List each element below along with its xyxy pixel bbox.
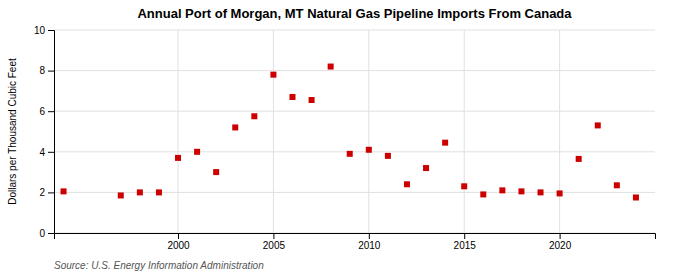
x-tick: 2015 xyxy=(454,233,477,251)
point xyxy=(480,191,486,197)
annotation: Source: U.S. Energy Information Administ… xyxy=(54,260,264,271)
x-tick-mark xyxy=(464,233,465,239)
point xyxy=(175,155,181,161)
point xyxy=(328,64,334,70)
y-tick-mark xyxy=(48,30,54,31)
y-tick-label: 6 xyxy=(39,106,45,117)
point xyxy=(404,181,410,187)
y-tick-label: 2 xyxy=(39,187,45,198)
y-tick: 10 xyxy=(34,25,54,36)
x-axis: 2000 2005 2010 2015 2020 xyxy=(55,233,656,251)
x-tick: 2020 xyxy=(549,233,572,251)
x-tick-mark xyxy=(369,233,370,239)
chart-container: 2000 2005 2010 2015 2020 0 2 4 6 8 10 Annual Port o… xyxy=(0,0,675,275)
x-axis-line xyxy=(55,234,656,240)
point xyxy=(118,192,124,198)
grid-line-x xyxy=(273,30,274,233)
x-tick-label: 2000 xyxy=(167,240,190,251)
grid-line-y xyxy=(54,30,655,31)
y-tick-mark xyxy=(48,192,54,193)
x-tick: 2010 xyxy=(358,233,381,251)
y-tick-mark xyxy=(48,111,54,112)
x-tick-label: 2020 xyxy=(549,240,572,251)
point xyxy=(213,169,219,175)
y-axis-title: Dollars per Thousand Cubic Feet xyxy=(7,58,18,205)
x-tick-mark xyxy=(560,233,561,239)
point xyxy=(538,189,544,195)
y-tick: 8 xyxy=(39,65,54,76)
grid-line-x xyxy=(368,30,369,233)
point xyxy=(309,97,315,103)
point xyxy=(423,165,429,171)
point xyxy=(557,190,563,196)
grid-line-x xyxy=(559,30,560,233)
y-tick: 4 xyxy=(39,147,54,158)
point xyxy=(347,151,353,157)
point xyxy=(385,153,391,159)
x-tick: 2000 xyxy=(167,233,190,251)
grid-line-y xyxy=(54,70,655,71)
point xyxy=(614,182,620,188)
grid-line-y xyxy=(54,111,655,112)
chart-svg: 2000 2005 2010 2015 2020 0 2 4 6 8 10 Annual Port o… xyxy=(0,0,675,275)
y-tick-label: 4 xyxy=(39,147,45,158)
points xyxy=(61,64,639,201)
point xyxy=(61,188,67,194)
grid-line-x xyxy=(178,30,179,233)
point xyxy=(595,122,601,128)
y-tick-mark xyxy=(48,152,54,153)
y-tick: 6 xyxy=(39,106,54,117)
x-tick-label: 2015 xyxy=(454,240,477,251)
y-tick-label: 10 xyxy=(34,25,46,36)
x-tick-label: 2005 xyxy=(263,240,286,251)
point xyxy=(366,147,372,153)
x-tick-mark xyxy=(178,233,179,239)
y-tick-mark xyxy=(48,71,54,72)
x-tick-mark xyxy=(273,233,274,239)
y-tick-label: 0 xyxy=(39,228,45,239)
grid-line-y xyxy=(54,151,655,152)
point xyxy=(137,189,143,195)
grid-line-y xyxy=(54,192,655,193)
point xyxy=(270,72,276,78)
y-tick-label: 8 xyxy=(39,65,45,76)
point xyxy=(576,156,582,162)
point xyxy=(289,94,295,100)
grid-line-x xyxy=(464,30,465,233)
point xyxy=(633,194,639,200)
x-tick: 2005 xyxy=(263,233,286,251)
point xyxy=(251,113,257,119)
point xyxy=(499,187,505,193)
grid xyxy=(54,30,655,233)
point xyxy=(232,124,238,130)
y-tick: 0 xyxy=(39,228,54,239)
y-tick-mark xyxy=(48,233,54,234)
point xyxy=(518,188,524,194)
point xyxy=(156,189,162,195)
title: Annual Port of Morgan, MT Natural Gas Pi… xyxy=(137,6,572,21)
y-axis: 0 2 4 6 8 10 xyxy=(34,25,55,239)
y-tick: 2 xyxy=(39,187,54,198)
x-tick-label: 2010 xyxy=(358,240,381,251)
y-axis-line xyxy=(48,31,55,234)
point xyxy=(461,183,467,189)
point xyxy=(442,140,448,146)
point xyxy=(194,149,200,155)
